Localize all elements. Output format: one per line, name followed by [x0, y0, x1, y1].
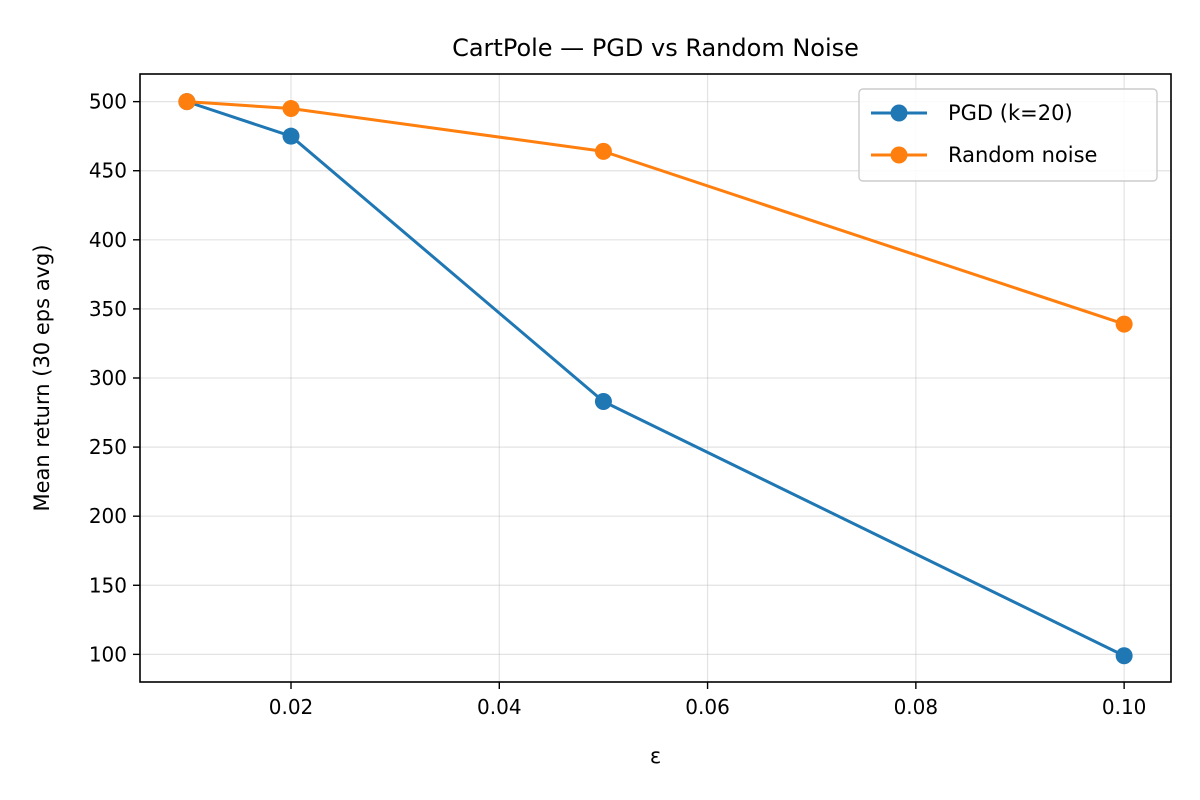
x-axis-title: ε: [650, 744, 661, 768]
series-line: [186, 100, 1125, 326]
data-point: [594, 392, 612, 410]
x-tick-label: 0.10: [1102, 695, 1147, 719]
y-tick-label: 450: [89, 159, 127, 183]
data-point: [594, 142, 612, 160]
y-tick-label: 200: [89, 504, 127, 528]
data-point: [178, 93, 196, 111]
data-point: [1115, 315, 1133, 333]
data-point: [1115, 647, 1133, 665]
legend-box: [858, 88, 1158, 182]
series-2: [178, 93, 1133, 333]
series-line: [186, 100, 1125, 658]
x-tick-label: 0.06: [685, 695, 730, 719]
x-tick-label: 0.04: [477, 695, 522, 719]
data-point: [282, 100, 300, 118]
y-tick-label: 350: [89, 297, 127, 321]
y-axis-title: Mean return (30 eps avg): [30, 244, 54, 511]
x-tick-label: 0.08: [894, 695, 939, 719]
x-tick-label: 0.02: [269, 695, 314, 719]
y-tick-label: 400: [89, 228, 127, 252]
legend-label: PGD (k=20): [948, 101, 1073, 125]
legend-label: Random noise: [948, 143, 1097, 167]
y-tick-label: 100: [89, 642, 127, 666]
chart-title: CartPole — PGD vs Random Noise: [452, 34, 859, 62]
legend-swatch-marker: [890, 104, 908, 122]
legend-item: Random noise: [871, 143, 1097, 167]
y-tick-label: 300: [89, 366, 127, 390]
y-tick-label: 150: [89, 573, 127, 597]
y-axis: 100 150 200 250 300 350 400 450 500: [89, 90, 140, 666]
legend-item: PGD (k=20): [871, 101, 1073, 125]
x-axis: 0.02 0.04 0.06 0.08 0.10: [269, 682, 1147, 719]
legend-swatch-marker: [890, 146, 908, 164]
legend: PGD (k=20) Random noise: [858, 88, 1158, 182]
y-tick-label: 250: [89, 435, 127, 459]
y-tick-label: 500: [89, 90, 127, 114]
series-layer: [178, 93, 1133, 665]
data-point: [282, 127, 300, 145]
